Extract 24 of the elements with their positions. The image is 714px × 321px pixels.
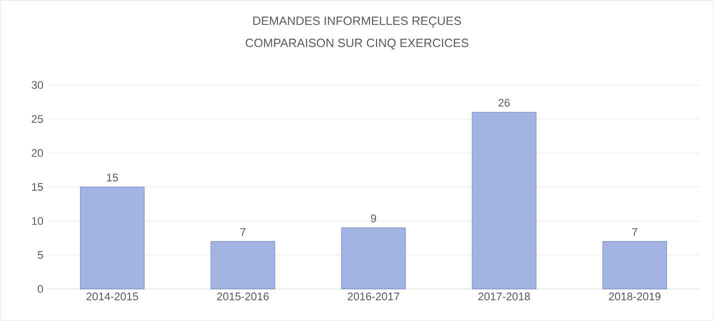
y-tick-label: 5 <box>38 251 43 259</box>
chart-subtitle: COMPARAISON SUR CINQ EXERCICES <box>246 38 468 50</box>
bar <box>472 112 536 290</box>
data-label: 26 <box>498 98 510 107</box>
bar <box>602 241 667 290</box>
y-tick-label: 0 <box>38 285 44 293</box>
chart-title: DEMANDES INFORMELLES REÇUES <box>253 16 462 28</box>
y-tick-label: 10 <box>32 217 44 225</box>
bar <box>210 241 276 290</box>
y-tick-label: 30 <box>32 81 44 89</box>
x-tick-label: 2017-2018 <box>478 292 530 300</box>
data-label: 9 <box>370 214 376 222</box>
x-tick-label: 2015-2016 <box>217 292 269 300</box>
y-tick-label: 20 <box>32 149 44 157</box>
data-label: 7 <box>632 228 638 236</box>
data-label: 15 <box>107 174 118 182</box>
y-tick-label: 15 <box>32 183 43 191</box>
x-tick-label: 2016-2017 <box>348 292 400 300</box>
data-label: 7 <box>240 228 246 236</box>
bar <box>341 228 406 290</box>
x-tick-label: 2018-2019 <box>608 292 660 300</box>
x-tick-label: 2014-2015 <box>86 292 138 300</box>
y-tick-label: 25 <box>32 115 43 123</box>
bar <box>80 186 144 290</box>
